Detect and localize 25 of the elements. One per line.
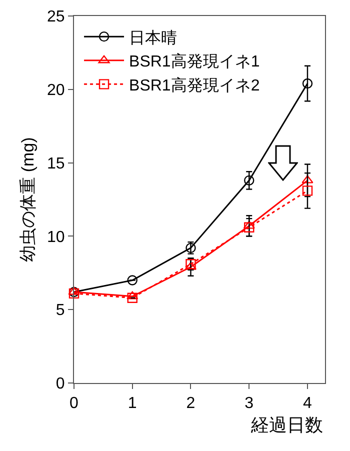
point [302,175,314,184]
x-tick-label: 3 [244,395,254,412]
x-tick-label: 0 [70,395,79,412]
point [127,292,138,303]
point [126,291,138,300]
y-tick-label: 0 [56,376,65,393]
y-tick-label: 15 [47,155,65,172]
y-axis-title: 幼虫の体重 (mg) [18,137,38,262]
point [243,220,255,229]
y-tick-label: 5 [56,302,65,320]
legend-label: BSR1高発現イネ2 [129,76,260,94]
x-tick-label: 1 [128,395,137,412]
y-tick-label: 10 [47,228,65,246]
point [302,186,313,196]
x-tick-label: 4 [303,395,312,412]
legend-label: BSR1高発現イネ1 [129,52,260,71]
legend-label: 日本晴 [129,28,178,47]
x-axis-title: 経過日数 [250,415,323,435]
point [244,175,254,186]
x-tick-label: 2 [186,395,196,412]
y-tick-label: 25 [47,8,65,26]
point [127,275,138,286]
point [244,222,254,232]
point [302,78,313,89]
y-tick-label: 20 [47,82,65,99]
